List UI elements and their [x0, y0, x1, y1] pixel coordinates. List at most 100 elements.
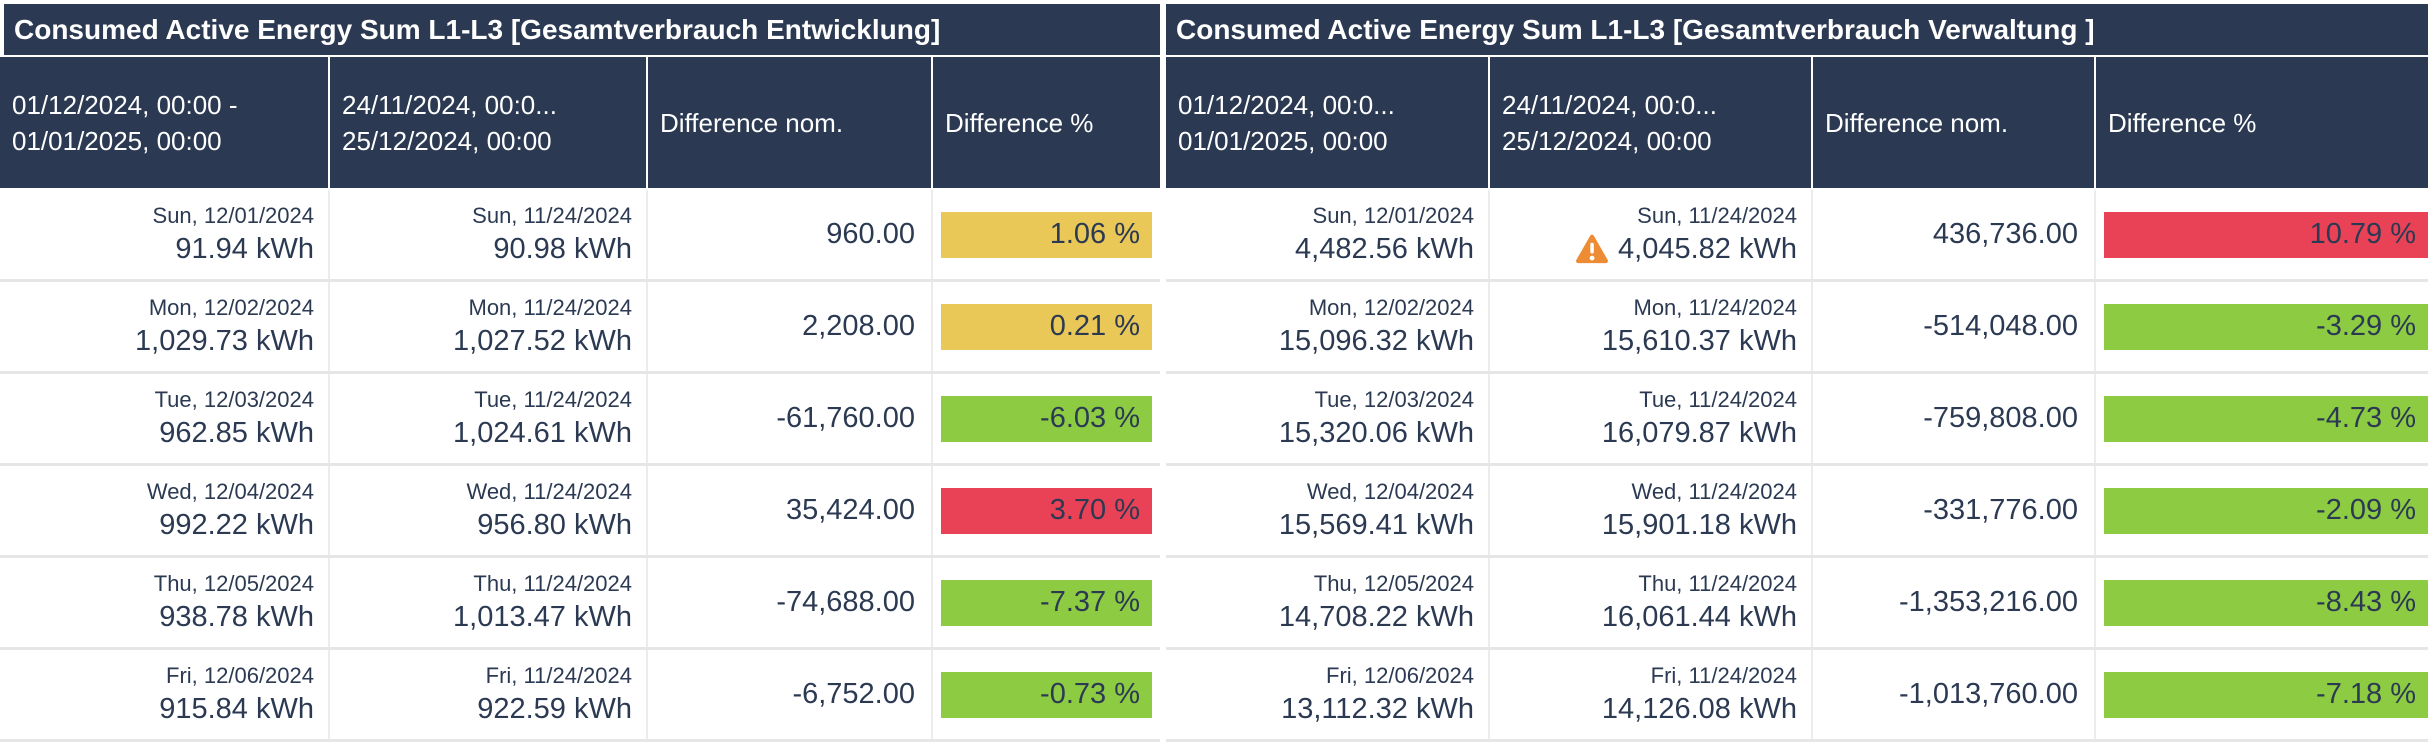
difference-percent-cell: -3.29 %	[2096, 282, 2428, 371]
period2-date: Fri, 11/24/2024	[1650, 663, 1797, 688]
period1-date: Fri, 12/06/2024	[166, 663, 314, 688]
period1-date: Sun, 12/01/2024	[1312, 203, 1474, 228]
period1-cell: Thu, 12/05/2024 938.78 kWh	[0, 558, 330, 647]
period2-date: Wed, 11/24/2024	[1631, 479, 1797, 504]
difference-nominal: -61,760.00	[648, 374, 933, 463]
table-row: Sun, 12/01/2024 4,482.56 kWh Sun, 11/24/…	[1166, 190, 2428, 282]
period1-value: 915.84 kWh	[159, 693, 314, 725]
column-header-line: 01/01/2025, 00:00	[12, 125, 222, 156]
period2-date: Fri, 11/24/2024	[485, 663, 632, 688]
difference-nominal: -1,353,216.00	[1813, 558, 2096, 647]
period1-value: 14,708.22 kWh	[1278, 601, 1474, 633]
period2-cell: Thu, 11/24/2024 1,013.47 kWh	[330, 558, 648, 647]
period2-date: Sun, 11/24/2024	[1637, 203, 1797, 228]
table-body: Sun, 12/01/2024 91.94 kWh Sun, 11/24/202…	[0, 190, 1160, 742]
table-row: Mon, 12/02/2024 15,096.32 kWh Mon, 11/24…	[1166, 282, 2428, 374]
difference-percent-badge: -3.29 %	[2104, 303, 2428, 350]
period2-value-text: 1,024.61 kWh	[453, 417, 632, 449]
top-border	[0, 0, 2428, 4]
period2-value: 922.59 kWh	[477, 693, 632, 725]
period1-cell: Fri, 12/06/2024 13,112.32 kWh	[1166, 650, 1490, 739]
table-gesamtverbrauch-verwaltung: Consumed Active Energy Sum L1-L3 [Gesamt…	[1166, 4, 2428, 742]
difference-percent-badge: 0.21 %	[941, 303, 1152, 350]
table-row: Fri, 12/06/2024 13,112.32 kWh Fri, 11/24…	[1166, 650, 2428, 742]
period1-value: 938.78 kWh	[159, 601, 314, 633]
difference-percent-cell: -8.43 %	[2096, 558, 2428, 647]
period2-value-text: 4,045.82 kWh	[1618, 233, 1797, 265]
difference-percent-cell: -2.09 %	[2096, 466, 2428, 555]
column-header-difference-nom[interactable]: Difference nom.	[1813, 57, 2096, 188]
period2-value-text: 16,079.87 kWh	[1601, 417, 1797, 449]
period2-value: 90.98 kWh	[493, 233, 632, 265]
period2-date: Wed, 11/24/2024	[466, 479, 632, 504]
column-header-period2[interactable]: 24/11/2024, 00:0... 25/12/2024, 00:00	[1490, 57, 1813, 188]
period2-cell: Fri, 11/24/2024 14,126.08 kWh	[1490, 650, 1813, 739]
column-header-line: 01/01/2025, 00:00	[1178, 125, 1388, 156]
period2-value-text: 90.98 kWh	[493, 233, 632, 265]
period2-value: 15,610.37 kWh	[1602, 325, 1797, 357]
period2-date: Thu, 11/24/2024	[473, 571, 632, 596]
period2-cell: Tue, 11/24/2024 16,079.87 kWh	[1490, 374, 1813, 463]
difference-percent-badge: -7.37 %	[941, 579, 1152, 626]
column-header-difference-nom[interactable]: Difference nom.	[648, 57, 933, 188]
difference-percent-badge: 10.79 %	[2104, 211, 2428, 258]
column-header-period2[interactable]: 24/11/2024, 00:0... 25/12/2024, 00:00	[330, 57, 648, 188]
difference-nominal: 35,424.00	[648, 466, 933, 555]
period1-cell: Tue, 12/03/2024 15,320.06 kWh	[1166, 374, 1490, 463]
tables-container: Consumed Active Energy Sum L1-L3 [Gesamt…	[0, 4, 2428, 742]
difference-percent-cell: -4.73 %	[2096, 374, 2428, 463]
difference-nominal: -331,776.00	[1813, 466, 2096, 555]
period2-date: Thu, 11/24/2024	[1638, 571, 1797, 596]
period2-cell: Sun, 11/24/2024 4,045.82 kWh	[1490, 190, 1813, 279]
difference-percent-cell: -6.03 %	[933, 374, 1160, 463]
difference-nominal: -6,752.00	[648, 650, 933, 739]
difference-nominal: -1,013,760.00	[1813, 650, 2096, 739]
difference-percent-cell: 3.70 %	[933, 466, 1160, 555]
column-header-difference-pct[interactable]: Difference %	[2108, 107, 2257, 138]
period1-cell: Tue, 12/03/2024 962.85 kWh	[0, 374, 330, 463]
difference-percent-cell: 0.21 %	[933, 282, 1160, 371]
difference-nominal: -74,688.00	[648, 558, 933, 647]
column-header-line: 25/12/2024, 00:00	[1502, 125, 1712, 156]
column-header-line: 24/11/2024, 00:0...	[342, 89, 557, 120]
period1-date: Wed, 12/04/2024	[146, 479, 314, 504]
table-row: Tue, 12/03/2024 15,320.06 kWh Tue, 11/24…	[1166, 374, 2428, 466]
period2-value-text: 956.80 kWh	[477, 509, 632, 541]
difference-percent-cell: 1.06 %	[933, 190, 1160, 279]
period2-date: Tue, 11/24/2024	[1639, 387, 1797, 412]
period1-cell: Wed, 12/04/2024 15,569.41 kWh	[1166, 466, 1490, 555]
table-row: Tue, 12/03/2024 962.85 kWh Tue, 11/24/20…	[0, 374, 1160, 466]
column-header-difference-pct[interactable]: Difference %	[945, 107, 1094, 138]
period2-date: Sun, 11/24/2024	[472, 203, 632, 228]
warning-icon[interactable]	[1575, 234, 1609, 265]
period2-value-text: 922.59 kWh	[477, 693, 632, 725]
period1-value: 91.94 kWh	[175, 233, 314, 265]
period2-value: 1,024.61 kWh	[453, 417, 632, 449]
period2-value-text: 1,027.52 kWh	[453, 325, 632, 357]
period1-value: 962.85 kWh	[159, 417, 314, 449]
difference-percent-badge: 1.06 %	[941, 211, 1152, 258]
table-row: Fri, 12/06/2024 915.84 kWh Fri, 11/24/20…	[0, 650, 1160, 742]
period2-cell: Thu, 11/24/2024 16,061.44 kWh	[1490, 558, 1813, 647]
period2-value: 1,027.52 kWh	[453, 325, 632, 357]
period2-value: 16,061.44 kWh	[1602, 601, 1797, 633]
period2-cell: Tue, 11/24/2024 1,024.61 kWh	[330, 374, 648, 463]
table-divider	[1160, 4, 1166, 742]
period1-cell: Wed, 12/04/2024 992.22 kWh	[0, 466, 330, 555]
difference-percent-badge: 3.70 %	[941, 487, 1152, 534]
period2-value: 956.80 kWh	[477, 509, 632, 541]
period2-value-text: 14,126.08 kWh	[1601, 693, 1797, 725]
period1-cell: Mon, 12/02/2024 1,029.73 kWh	[0, 282, 330, 371]
column-header-period1[interactable]: 01/12/2024, 00:0... 01/01/2025, 00:00	[1166, 57, 1490, 188]
column-header-line: 24/11/2024, 00:0...	[1502, 89, 1717, 120]
period1-value: 13,112.32 kWh	[1281, 693, 1474, 725]
difference-nominal: 2,208.00	[648, 282, 933, 371]
difference-percent-badge: -7.18 %	[2104, 671, 2428, 718]
table-row: Wed, 12/04/2024 992.22 kWh Wed, 11/24/20…	[0, 466, 1160, 558]
column-header-line: 01/12/2024, 00:00 -	[12, 89, 238, 120]
table-row: Thu, 12/05/2024 938.78 kWh Thu, 11/24/20…	[0, 558, 1160, 650]
period1-cell: Sun, 12/01/2024 4,482.56 kWh	[1166, 190, 1490, 279]
column-header-period1[interactable]: 01/12/2024, 00:00 - 01/01/2025, 00:00	[0, 57, 330, 188]
difference-percent-badge: -4.73 %	[2104, 395, 2428, 442]
table-body: Sun, 12/01/2024 4,482.56 kWh Sun, 11/24/…	[1166, 190, 2428, 742]
